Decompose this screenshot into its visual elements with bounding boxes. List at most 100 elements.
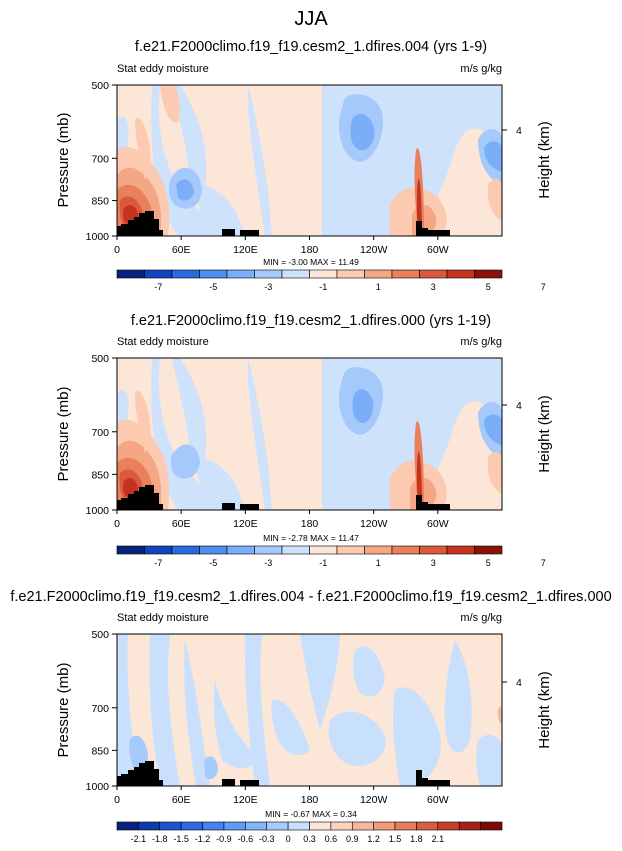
colorbar-swatch — [474, 269, 503, 279]
field-contour — [213, 680, 260, 769]
colorbar-swatch — [330, 821, 353, 831]
field-contour — [487, 451, 502, 493]
panel-3-ylabel-right: Height (km) — [536, 671, 553, 749]
colorbar-swatch — [309, 545, 338, 555]
colorbar-swatch — [223, 821, 246, 831]
topography-mask — [416, 495, 450, 510]
topography-mask — [240, 780, 259, 786]
topography-mask — [222, 503, 235, 510]
colorbar-label: -7 — [154, 282, 162, 292]
field-contour — [135, 118, 151, 180]
field-contour — [487, 178, 502, 220]
topography-mask — [416, 221, 450, 236]
colorbar-swatch — [144, 269, 173, 279]
colorbar-swatch — [287, 821, 310, 831]
colorbar-swatch — [138, 821, 161, 831]
x-tick-label: 120E — [233, 518, 258, 530]
colorbar-swatch — [394, 821, 417, 831]
colorbar-swatch — [391, 269, 420, 279]
topography-mask — [117, 485, 163, 510]
colorbar-swatch — [281, 269, 310, 279]
colorbar-label: -1 — [319, 282, 327, 292]
panel-3-left-label: Stat eddy moisture — [117, 612, 209, 624]
y-tick-label: 850 — [91, 469, 109, 481]
field-contour — [151, 358, 235, 510]
colorbar-label: 1 — [376, 558, 381, 568]
topography-mask — [240, 504, 259, 510]
colorbar-swatch — [351, 821, 374, 831]
x-tick-label: 120W — [360, 244, 388, 256]
x-tick-label: 0 — [114, 518, 120, 530]
y-tick-label: 700 — [91, 153, 109, 165]
colorbar-label: 0.3 — [303, 834, 316, 844]
colorbar-swatch — [437, 821, 460, 831]
y-tick-label: 500 — [91, 353, 109, 365]
colorbar-label: -1 — [319, 558, 327, 568]
colorbar-swatch — [419, 545, 448, 555]
panel-3-min-max: MIN = -0.67 MAX = 0.34 — [265, 809, 357, 819]
x-tick-label: 120W — [360, 518, 388, 530]
y-tick-label: 500 — [91, 629, 109, 641]
field-contour — [244, 634, 270, 786]
x-tick-label: 120W — [360, 794, 388, 806]
y-right-tick-label: 4 — [516, 400, 522, 412]
colorbar-swatch — [416, 821, 439, 831]
colorbar-label: 7 — [541, 282, 546, 292]
topography-mask — [117, 211, 163, 236]
y-tick-label: 1000 — [86, 781, 110, 793]
colorbar-label: 0 — [286, 834, 291, 844]
field-contour — [328, 711, 386, 766]
colorbar-swatch — [171, 269, 200, 279]
colorbar-label: -0.9 — [216, 834, 232, 844]
colorbar-swatch — [391, 545, 420, 555]
colorbar-swatch — [364, 269, 393, 279]
field-contour — [352, 389, 374, 424]
colorbar-swatch — [266, 821, 289, 831]
field-contour — [172, 358, 244, 510]
x-tick-label: 180 — [301, 244, 319, 256]
colorbar-label: 5 — [486, 282, 491, 292]
panel-2-units-label: m/s g/kg — [460, 336, 502, 348]
field-contour — [204, 756, 218, 780]
colorbar-label: -2.1 — [131, 834, 147, 844]
field-contour — [248, 85, 272, 236]
field-contour — [248, 358, 272, 510]
field-contour — [392, 687, 441, 786]
x-tick-label: 60W — [427, 794, 449, 806]
field-contour — [170, 444, 200, 479]
colorbar-label: 0.6 — [325, 834, 338, 844]
field-contour — [160, 85, 180, 123]
y-tick-label: 700 — [91, 427, 109, 439]
x-tick-label: 180 — [301, 518, 319, 530]
x-tick-label: 60E — [172, 518, 191, 530]
panel-2-ylabel: Pressure (mb) — [55, 386, 72, 481]
colorbar-swatch — [458, 821, 481, 831]
colorbar-swatch — [226, 269, 255, 279]
panel-1: f.e21.F2000climo.f19_f19.cesm2_1.dfires.… — [55, 39, 553, 292]
y-tick-label: 850 — [91, 196, 109, 208]
colorbar-swatch — [116, 269, 145, 279]
colorbar-label: -0.6 — [238, 834, 254, 844]
colorbar-label: -7 — [154, 558, 162, 568]
panel-1-ylabel: Pressure (mb) — [55, 112, 72, 207]
panel-1-units-label: m/s g/kg — [460, 63, 502, 75]
panel-2: f.e21.F2000climo.f19_f19.cesm2_1.dfires.… — [55, 313, 553, 568]
y-tick-label: 1000 — [86, 231, 110, 243]
panel-3-title: f.e21.F2000climo.f19_f19.cesm2_1.dfires.… — [10, 589, 611, 605]
x-tick-label: 0 — [114, 794, 120, 806]
colorbar-label: 1 — [376, 282, 381, 292]
y-right-tick-label: 4 — [516, 677, 522, 689]
colorbar-swatch — [116, 545, 145, 555]
y-right-tick-label: 4 — [516, 125, 522, 137]
panel-3-colorbar: -2.1 -1.8 -1.5 -1.2 -0.9 -0.6 -0.3 0 0.3 0.6 0.9 1.… — [116, 821, 503, 844]
colorbar-swatch — [446, 269, 475, 279]
colorbar-label: 2.1 — [432, 834, 445, 844]
colorbar-label: 7 — [541, 558, 546, 568]
panel-1-left-label: Stat eddy moisture — [117, 63, 209, 75]
field-contour — [350, 113, 375, 151]
x-tick-label: 0 — [114, 244, 120, 256]
field-contour — [149, 634, 180, 786]
colorbar-swatch — [364, 545, 393, 555]
colorbar-swatch — [199, 545, 228, 555]
